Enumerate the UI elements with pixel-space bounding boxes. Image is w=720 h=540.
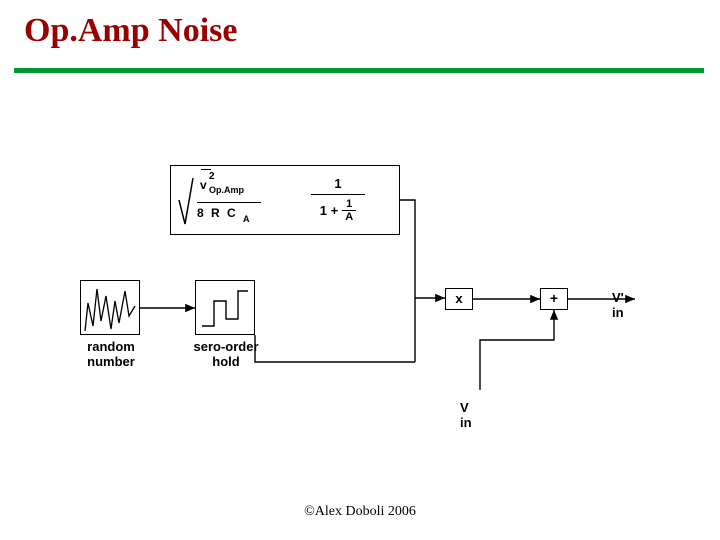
zoh-block: [195, 280, 255, 335]
zoh-label: sero-orderhold: [184, 340, 268, 370]
sqrt-icon: [177, 172, 197, 230]
formula-den-pre: 8 R C: [197, 206, 238, 220]
random-number-label: randomnumber: [74, 340, 148, 370]
zoh-icon: [196, 281, 256, 336]
copyright: ©Alex Doboli 2006: [0, 504, 720, 520]
sum-block: +: [540, 288, 568, 310]
multiply-block: x: [445, 288, 473, 310]
formula-den-post-num: 1: [342, 198, 356, 211]
vin-label: V in: [460, 386, 510, 431]
block-diagram: randomnumber sero-orderhold v 2 Op.Amp: [80, 150, 640, 430]
title-underline: [14, 68, 704, 73]
random-number-block: [80, 280, 140, 335]
formula-v-sup: 2: [209, 171, 215, 182]
formula-den-pre-sub: A: [243, 214, 250, 224]
page-title: Op.Amp Noise: [24, 12, 237, 50]
formula-v: v: [200, 178, 207, 192]
formula-v-sub: Op.Amp: [209, 185, 244, 195]
formula-num-post: 1: [311, 176, 365, 191]
formula-den-post-den: A: [342, 211, 356, 223]
vout-label: V' in: [612, 276, 662, 321]
formula-block: v 2 Op.Amp 8 R C A 1 1 + 1: [170, 165, 400, 235]
noise-icon: [81, 281, 141, 336]
formula-den-post-pre: 1 +: [320, 203, 338, 218]
